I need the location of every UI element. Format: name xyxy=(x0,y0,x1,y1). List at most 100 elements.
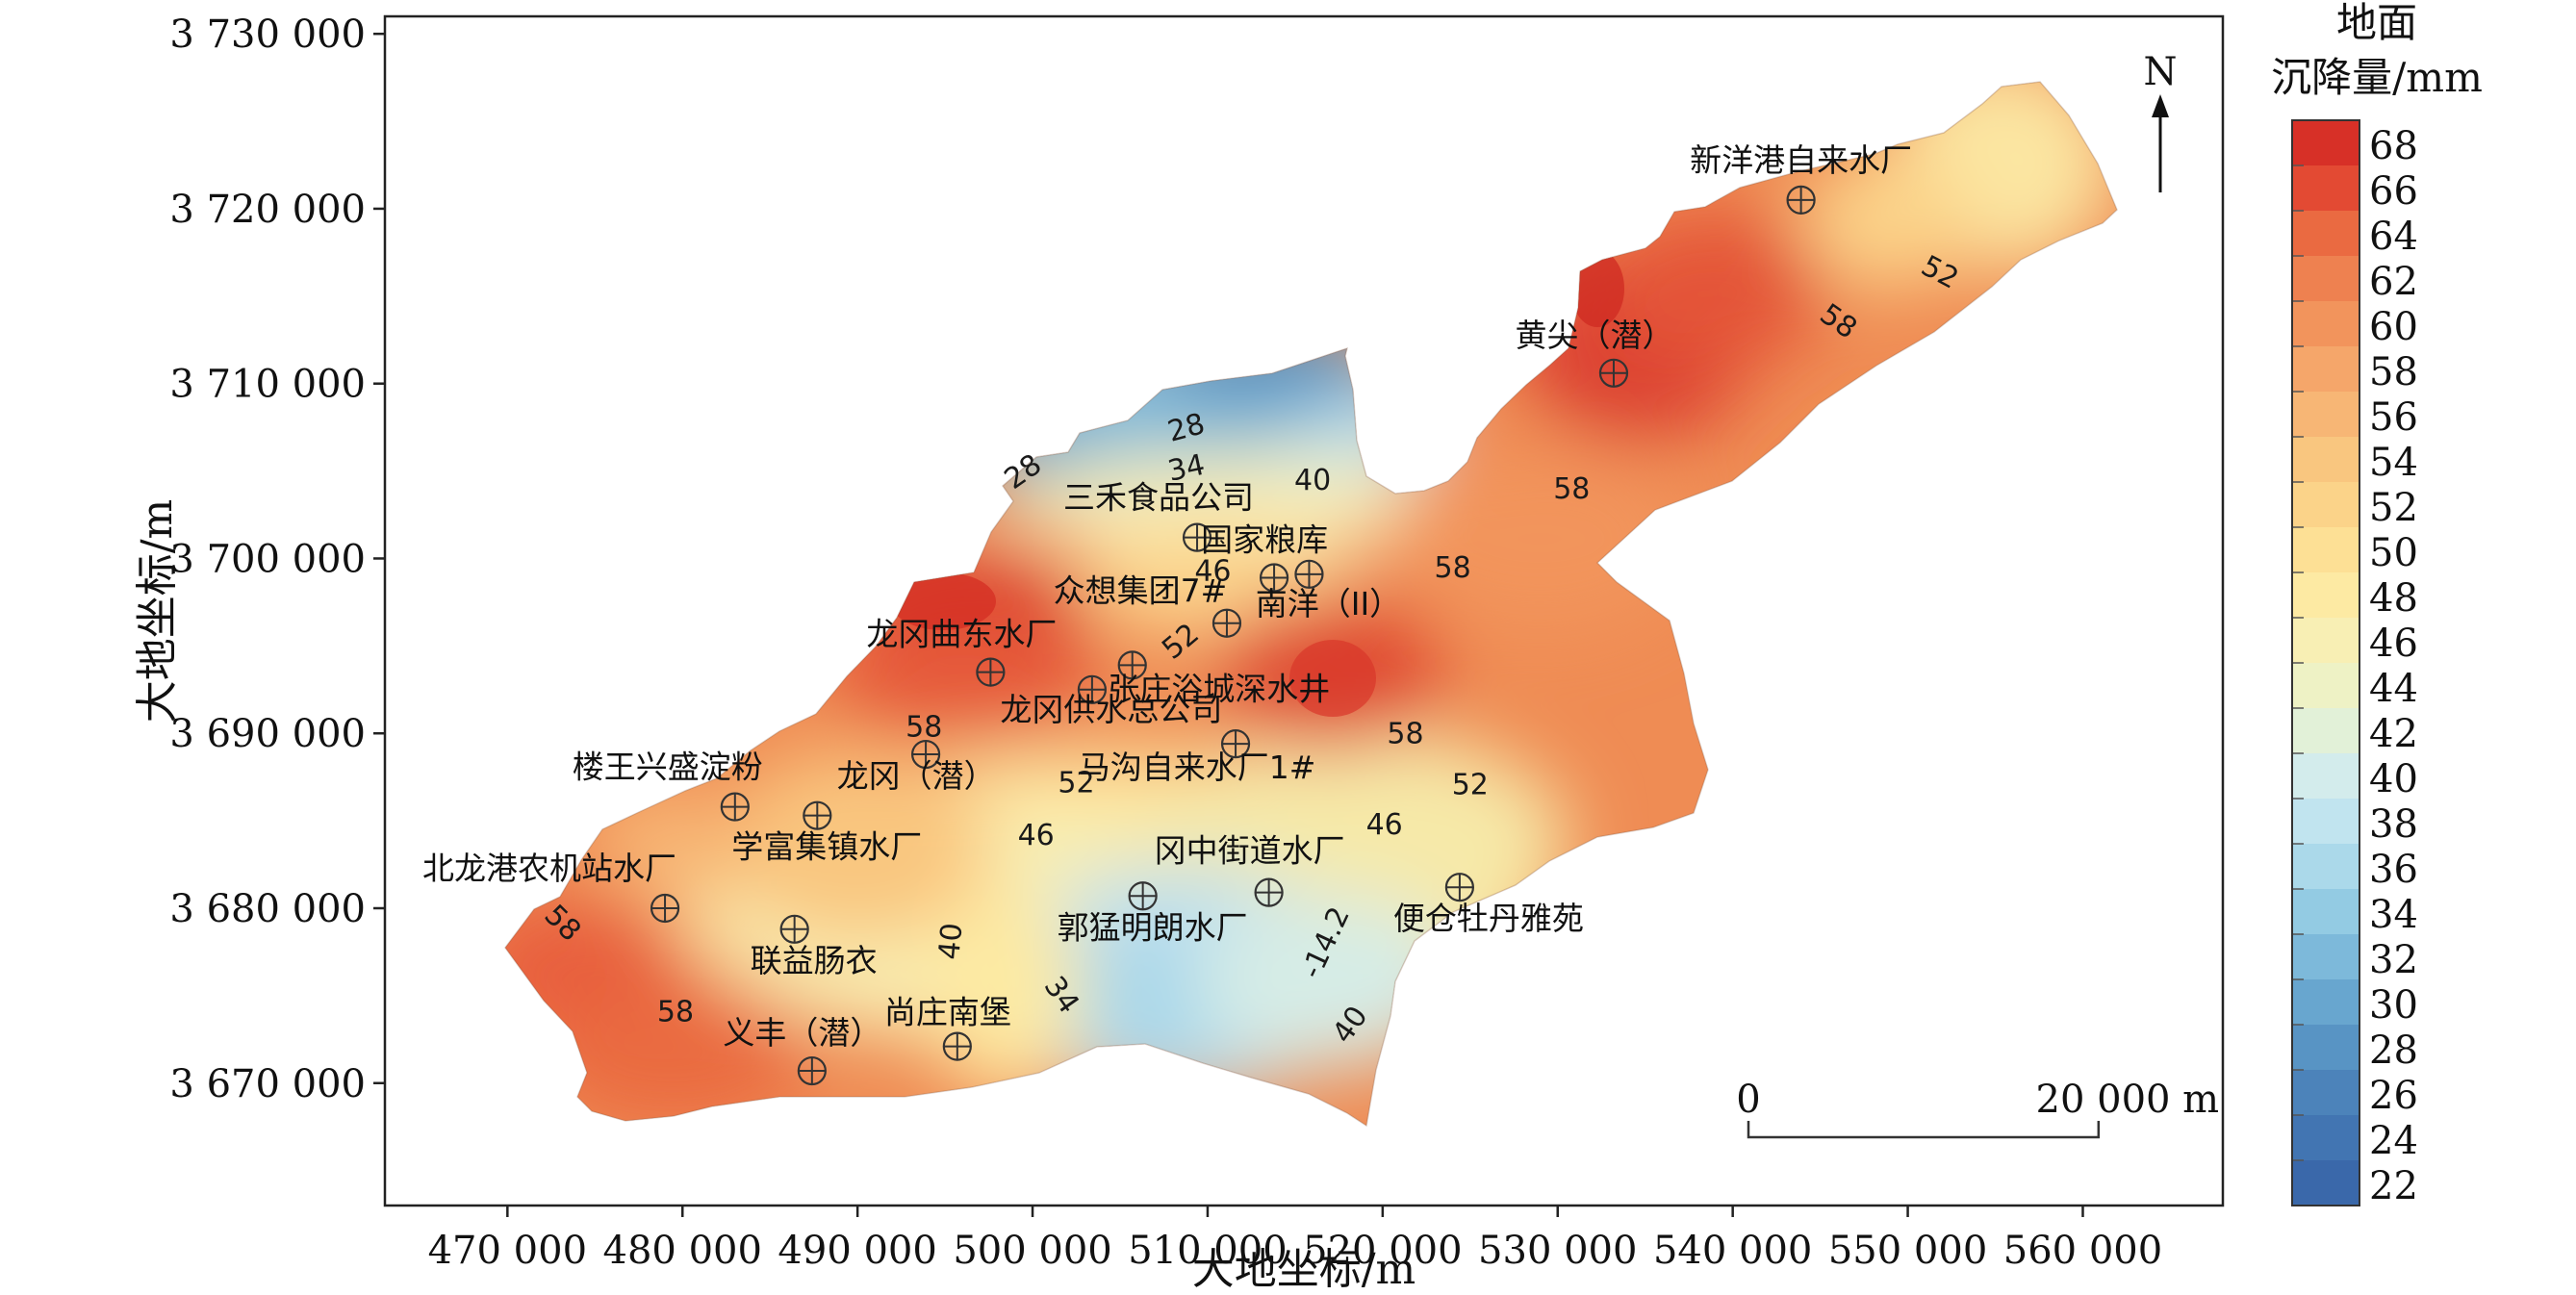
legend-swatch xyxy=(2292,527,2359,573)
x-tick-label: 550 000 xyxy=(1828,1229,1987,1273)
x-tick-label: 490 000 xyxy=(778,1229,936,1273)
legend-value-label: 50 xyxy=(2369,531,2418,575)
station-label: 龙冈供水总公司 xyxy=(1000,691,1222,728)
legend-value-label: 24 xyxy=(2369,1119,2418,1163)
contour-value-label: 58 xyxy=(1435,551,1471,585)
contour-value-label: 40 xyxy=(1294,464,1331,497)
station-label: 北龙港农机站水厂 xyxy=(422,850,676,887)
station-label: 三禾食品公司 xyxy=(1063,479,1254,517)
station-17: 联益肠衣 xyxy=(751,914,878,979)
station-label: 龙冈曲东水厂 xyxy=(866,616,1057,653)
station-18: 尚庄南堡 xyxy=(884,994,1011,1061)
station-label: 黄尖（潜） xyxy=(1515,317,1673,354)
contour-value-label: 52 xyxy=(1058,766,1094,800)
station-label: 便仓牡丹雅苑 xyxy=(1393,900,1584,937)
contour-value-label: 46 xyxy=(1366,808,1403,842)
north-arrow-icon xyxy=(2152,94,2169,117)
station-label: 马沟自来水厂1# xyxy=(1079,749,1316,786)
station-7: 张庄浴城深水井 xyxy=(1108,650,1330,707)
legend-value-label: 26 xyxy=(2369,1074,2418,1118)
legend-swatch xyxy=(2292,301,2359,347)
legend-swatch xyxy=(2292,753,2359,800)
station-13: 冈中街道水厂 xyxy=(1155,832,1345,907)
legend-value-label: 52 xyxy=(2369,486,2418,530)
legend-swatch xyxy=(2292,618,2359,664)
north-arrow-label: N xyxy=(2144,50,2178,94)
y-tick-label: 3 670 000 xyxy=(169,1062,366,1106)
legend-title-line2: 沉降量/mm xyxy=(2271,54,2483,101)
legend-swatch xyxy=(2292,934,2359,980)
legend-value-label: 46 xyxy=(2369,622,2418,666)
station-label: 南洋（II） xyxy=(1256,585,1401,622)
legend-swatch xyxy=(2292,663,2359,709)
legend-swatch xyxy=(2292,1115,2359,1161)
y-tick-label: 3 720 000 xyxy=(169,188,366,232)
scale-bar: 0 20 000 m xyxy=(1736,1078,2219,1139)
y-tick-label: 3 710 000 xyxy=(169,363,366,407)
legend-value-label: 64 xyxy=(2369,215,2418,259)
station-label: 义丰（潜） xyxy=(723,1014,881,1052)
legend-value-label: 48 xyxy=(2369,576,2418,621)
legend-value-label: 38 xyxy=(2369,802,2418,847)
y-axis-title: 大地坐标/m xyxy=(133,499,182,724)
legend-value-label: 68 xyxy=(2369,124,2418,168)
legend-swatch xyxy=(2292,437,2359,483)
contour-value-label: 58 xyxy=(657,996,694,1029)
y-tick-label: 3 690 000 xyxy=(169,712,366,756)
legend-value-label: 60 xyxy=(2369,305,2418,349)
station-2: 三禾食品公司 xyxy=(1063,479,1254,552)
x-tick-label: 560 000 xyxy=(2003,1229,2162,1273)
legend-swatch xyxy=(2292,256,2359,302)
legend-swatch xyxy=(2292,165,2359,212)
x-tick-label: 540 000 xyxy=(1653,1229,1812,1273)
station-6: 龙冈曲东水厂 xyxy=(866,616,1057,687)
x-tick-label: 520 000 xyxy=(1303,1229,1462,1273)
legend-swatch xyxy=(2292,1160,2359,1206)
legend-value-label: 36 xyxy=(2369,848,2418,892)
x-tick-label: 500 000 xyxy=(953,1229,1111,1273)
legend-swatch xyxy=(2292,708,2359,754)
station-label: 冈中街道水厂 xyxy=(1155,832,1345,870)
legend-value-label: 58 xyxy=(2369,350,2418,394)
station-11: 楼王兴盛淀粉 xyxy=(573,749,763,822)
legend-value-label: 28 xyxy=(2369,1028,2418,1073)
station-label: 新洋港自来水厂 xyxy=(1690,141,1912,179)
y-axis-ticks: 3 730 000 3 720 000 3 710 000 3 700 000 3 69… xyxy=(169,13,385,1106)
legend-value-label: 32 xyxy=(2369,938,2418,982)
station-label: 尚庄南堡 xyxy=(884,994,1011,1031)
station-label: 楼王兴盛淀粉 xyxy=(573,749,763,786)
legend-value-label: 44 xyxy=(2369,667,2418,711)
y-tick-label: 3 700 000 xyxy=(169,537,366,581)
station-0: 新洋港自来水厂 xyxy=(1690,141,1912,215)
legend-value-label: 30 xyxy=(2369,983,2418,1028)
x-tick-label: 470 000 xyxy=(428,1229,587,1273)
contour-value-label: 58 xyxy=(1553,472,1590,506)
legend-swatch xyxy=(2292,979,2359,1026)
legend-swatch xyxy=(2292,799,2359,845)
legend-swatch xyxy=(2292,1025,2359,1071)
x-axis-ticks: 470 000 480 000 490 000 500 000 510 000 520 0… xyxy=(428,1206,2162,1273)
station-14: 郭猛明朗水厂 xyxy=(1058,881,1248,946)
region-outline xyxy=(504,81,2118,1128)
contour-value-label: 46 xyxy=(1018,819,1055,852)
legend-value-label: 42 xyxy=(2369,712,2418,756)
station-9: 马沟自来水厂1# xyxy=(1079,729,1316,786)
station-label: 国家粮库 xyxy=(1201,521,1328,558)
color-legend: 地面 沉降量/mm 686664626058565452504846444240… xyxy=(2271,0,2483,1208)
legend-value-label: 54 xyxy=(2369,441,2418,485)
x-axis-title: 大地坐标/m xyxy=(1192,1245,1416,1294)
legend-border xyxy=(2291,119,2360,1206)
station-label: 联益肠衣 xyxy=(751,942,878,979)
legend-swatch xyxy=(2292,211,2359,257)
station-12: 学富集镇水厂 xyxy=(731,800,922,866)
station-1: 黄尖（潜） xyxy=(1515,317,1673,388)
x-tick-label: 530 000 xyxy=(1478,1229,1637,1273)
contour-value-label: 34 xyxy=(1165,448,1209,489)
station-label: 众想集团7# xyxy=(1054,572,1228,610)
north-arrow: N xyxy=(2144,50,2178,192)
station-label: 学富集镇水厂 xyxy=(731,828,922,866)
legend-swatch xyxy=(2292,844,2359,890)
contour-value-label: 52 xyxy=(1452,768,1489,801)
station-15: 便仓牡丹雅苑 xyxy=(1393,873,1584,937)
